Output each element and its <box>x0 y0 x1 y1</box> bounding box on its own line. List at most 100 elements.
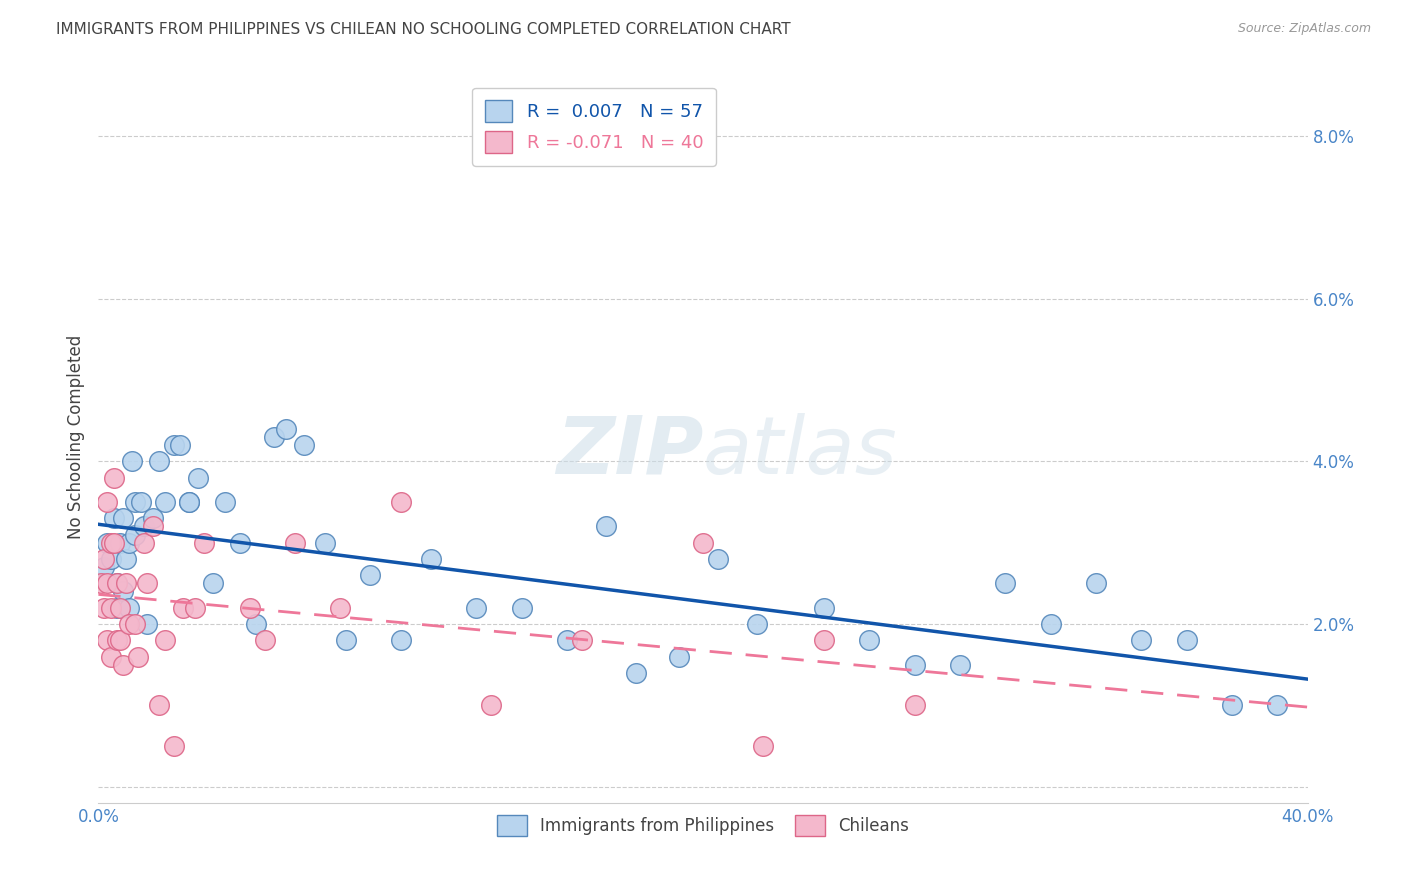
Point <box>129 495 152 509</box>
Point <box>284 535 307 549</box>
Legend: Immigrants from Philippines, Chileans: Immigrants from Philippines, Chileans <box>486 805 920 846</box>
Point <box>105 600 128 615</box>
Y-axis label: No Schooling Completed: No Schooling Completed <box>66 335 84 539</box>
Point <box>111 657 134 672</box>
Point <box>389 495 412 509</box>
Point <box>510 600 533 615</box>
Point <box>172 600 194 615</box>
Point <box>100 600 122 615</box>
Point <box>263 430 285 444</box>
Point <box>135 617 157 632</box>
Point <box>949 657 972 672</box>
Point <box>239 600 262 615</box>
Point <box>692 535 714 549</box>
Point <box>214 495 236 509</box>
Point <box>668 649 690 664</box>
Point <box>103 471 125 485</box>
Point <box>813 633 835 648</box>
Point <box>1175 633 1198 648</box>
Point <box>169 438 191 452</box>
Point <box>100 535 122 549</box>
Point <box>114 552 136 566</box>
Point <box>124 527 146 541</box>
Point <box>314 535 336 549</box>
Point <box>111 511 134 525</box>
Point <box>111 584 134 599</box>
Point <box>1267 698 1289 713</box>
Point <box>329 600 352 615</box>
Point <box>93 552 115 566</box>
Point <box>153 633 176 648</box>
Point <box>1039 617 1062 632</box>
Point <box>96 535 118 549</box>
Point <box>100 552 122 566</box>
Point <box>1130 633 1153 648</box>
Point <box>108 600 131 615</box>
Point <box>114 576 136 591</box>
Point <box>148 698 170 713</box>
Point <box>481 698 503 713</box>
Point <box>96 633 118 648</box>
Point <box>118 600 141 615</box>
Point <box>707 552 730 566</box>
Point <box>163 739 186 753</box>
Point <box>752 739 775 753</box>
Point <box>132 535 155 549</box>
Point <box>108 535 131 549</box>
Point <box>127 649 149 664</box>
Point <box>105 576 128 591</box>
Point <box>108 633 131 648</box>
Point <box>96 495 118 509</box>
Point <box>148 454 170 468</box>
Point <box>103 511 125 525</box>
Point <box>389 633 412 648</box>
Point <box>153 495 176 509</box>
Point <box>994 576 1017 591</box>
Point <box>571 633 593 648</box>
Point <box>118 535 141 549</box>
Point <box>229 535 252 549</box>
Point <box>163 438 186 452</box>
Point <box>245 617 267 632</box>
Point <box>253 633 276 648</box>
Point <box>90 576 112 591</box>
Point <box>135 576 157 591</box>
Point <box>118 617 141 632</box>
Point <box>193 535 215 549</box>
Text: IMMIGRANTS FROM PHILIPPINES VS CHILEAN NO SCHOOLING COMPLETED CORRELATION CHART: IMMIGRANTS FROM PHILIPPINES VS CHILEAN N… <box>56 22 790 37</box>
Point <box>813 600 835 615</box>
Point <box>105 633 128 648</box>
Point <box>187 471 209 485</box>
Point <box>202 576 225 591</box>
Point <box>179 495 201 509</box>
Point <box>335 633 357 648</box>
Point <box>100 649 122 664</box>
Point <box>103 535 125 549</box>
Point <box>121 454 143 468</box>
Point <box>93 600 115 615</box>
Point <box>465 600 488 615</box>
Point <box>360 568 382 582</box>
Point <box>96 576 118 591</box>
Point <box>595 519 617 533</box>
Point <box>904 657 927 672</box>
Point <box>124 617 146 632</box>
Point <box>142 519 165 533</box>
Point <box>1220 698 1243 713</box>
Point <box>858 633 880 648</box>
Point <box>555 633 578 648</box>
Point <box>93 560 115 574</box>
Point <box>292 438 315 452</box>
Point <box>124 495 146 509</box>
Text: Source: ZipAtlas.com: Source: ZipAtlas.com <box>1237 22 1371 36</box>
Point <box>274 422 297 436</box>
Text: ZIP: ZIP <box>555 413 703 491</box>
Point <box>132 519 155 533</box>
Text: atlas: atlas <box>703 413 898 491</box>
Point <box>747 617 769 632</box>
Point <box>184 600 207 615</box>
Point <box>142 511 165 525</box>
Point <box>420 552 443 566</box>
Point <box>626 665 648 680</box>
Point <box>904 698 927 713</box>
